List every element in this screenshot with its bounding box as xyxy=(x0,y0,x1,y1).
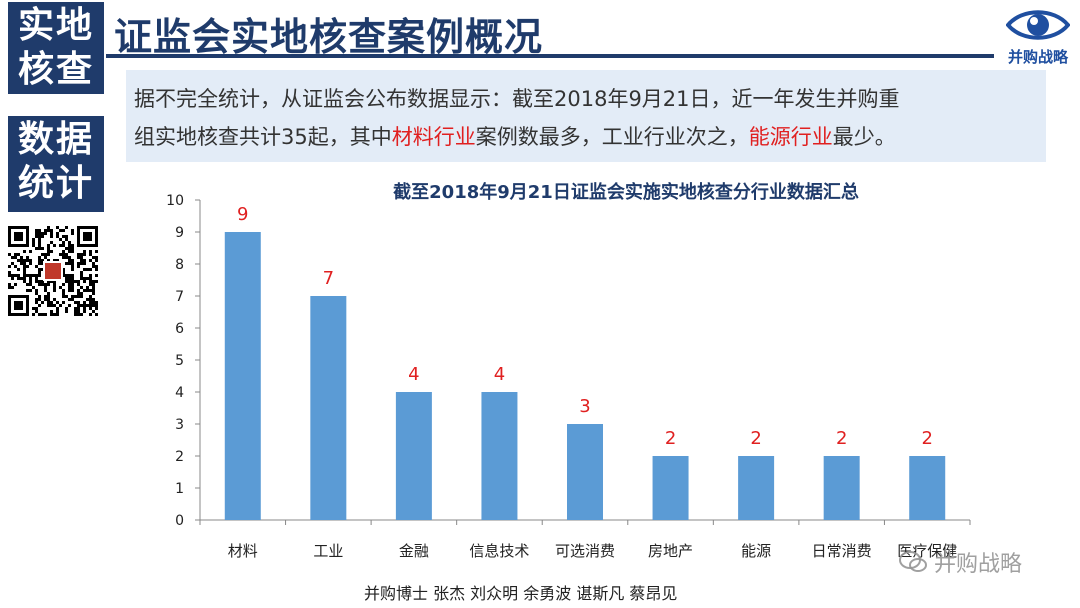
x-tick-label: 能源 xyxy=(741,542,771,560)
chart-title: 截至2018年9月21日证监会实施实地核查分行业数据汇总 xyxy=(393,181,859,203)
bar xyxy=(395,392,432,520)
section-label-line2: 核查 xyxy=(17,49,94,90)
bar xyxy=(738,456,775,520)
qr-code-image xyxy=(8,226,98,316)
y-tick-label: 3 xyxy=(175,417,184,433)
summary-line-1: 据不完全统计，从证监会公布数据显示：截至2018年9月21日，近一年发生并购重 xyxy=(134,87,900,111)
summary-line-2: 组实地核查共计35起，其中材料行业案例数最多，工业行业次之，能源行业最少。 xyxy=(134,125,896,149)
bar xyxy=(481,392,518,520)
x-axis: 材料 工业 金融 信息技术 可选消费 房地产 能源 日常消费 医疗保健 xyxy=(199,519,971,560)
x-tick-label: 医疗保健 xyxy=(897,542,957,560)
y-tick-label: 0 xyxy=(175,513,184,529)
y-tick-label: 1 xyxy=(175,481,184,497)
highlight-materials: 材料行业 xyxy=(391,125,476,149)
y-tick-label: 10 xyxy=(166,193,184,209)
x-tick-label: 工业 xyxy=(313,542,343,560)
data-label: 9 xyxy=(237,204,248,225)
bar xyxy=(652,456,689,520)
y-tick-label: 4 xyxy=(175,385,184,401)
highlight-energy: 能源行业 xyxy=(748,125,833,149)
section-label-line1: 实地 xyxy=(17,5,94,46)
section-label-line1: 数据 xyxy=(17,119,94,160)
data-label: 2 xyxy=(750,428,761,449)
x-tick-label: 金融 xyxy=(399,542,429,560)
y-tick-label: 8 xyxy=(175,257,184,273)
section-label-data-stats: 数据 统计 xyxy=(8,116,104,212)
title-divider xyxy=(106,54,994,58)
section-label-line2: 统计 xyxy=(17,163,94,204)
bar xyxy=(823,456,860,520)
y-axis: 0 1 2 3 4 5 6 7 8 9 10 xyxy=(166,193,201,529)
bar xyxy=(567,424,603,520)
section-label-onsite-check: 实地 核查 xyxy=(8,2,104,94)
x-tick-label: 信息技术 xyxy=(469,542,529,560)
page-title: 证监会实地核查案例概况 xyxy=(114,15,544,59)
eye-icon xyxy=(1006,10,1070,40)
authors-line: 并购博士 张杰 刘众明 余勇波 谌斯凡 蔡昂见 xyxy=(364,584,678,603)
y-tick-label: 6 xyxy=(175,321,184,337)
data-label: 2 xyxy=(836,428,847,449)
bar-chart: 截至2018年9月21日证监会实施实地核查分行业数据汇总 0 1 2 3 4 5 6 7 8 9 1… xyxy=(166,181,971,560)
data-labels: 9 7 4 4 3 2 2 2 2 xyxy=(237,204,933,449)
wechat-watermark: 并购战略 xyxy=(898,546,1022,578)
x-tick-label: 日常消费 xyxy=(812,542,872,560)
data-label: 4 xyxy=(494,364,505,385)
data-label: 2 xyxy=(921,428,932,449)
y-tick-label: 5 xyxy=(175,353,184,369)
brand-logo: 并购战略 xyxy=(1000,6,1076,76)
wechat-icon xyxy=(899,551,927,572)
data-label: 2 xyxy=(665,428,676,449)
x-tick-label: 可选消费 xyxy=(555,542,615,560)
x-tick-label: 材料 xyxy=(228,542,258,560)
y-tick-label: 9 xyxy=(175,225,184,241)
data-label: 7 xyxy=(323,268,334,289)
y-tick-label: 2 xyxy=(175,449,184,465)
data-label: 4 xyxy=(408,364,419,385)
watermark-text: 并购战略 xyxy=(934,552,1023,577)
logo-text: 并购战略 xyxy=(1007,48,1068,66)
y-tick-label: 7 xyxy=(175,289,184,305)
bar-series xyxy=(224,232,946,520)
bar xyxy=(310,296,347,520)
data-label: 3 xyxy=(579,396,590,417)
x-tick-label: 房地产 xyxy=(648,542,693,560)
bar xyxy=(909,456,946,520)
bar xyxy=(224,232,261,520)
summary-box: 据不完全统计，从证监会公布数据显示：截至2018年9月21日，近一年发生并购重 … xyxy=(126,70,1046,162)
